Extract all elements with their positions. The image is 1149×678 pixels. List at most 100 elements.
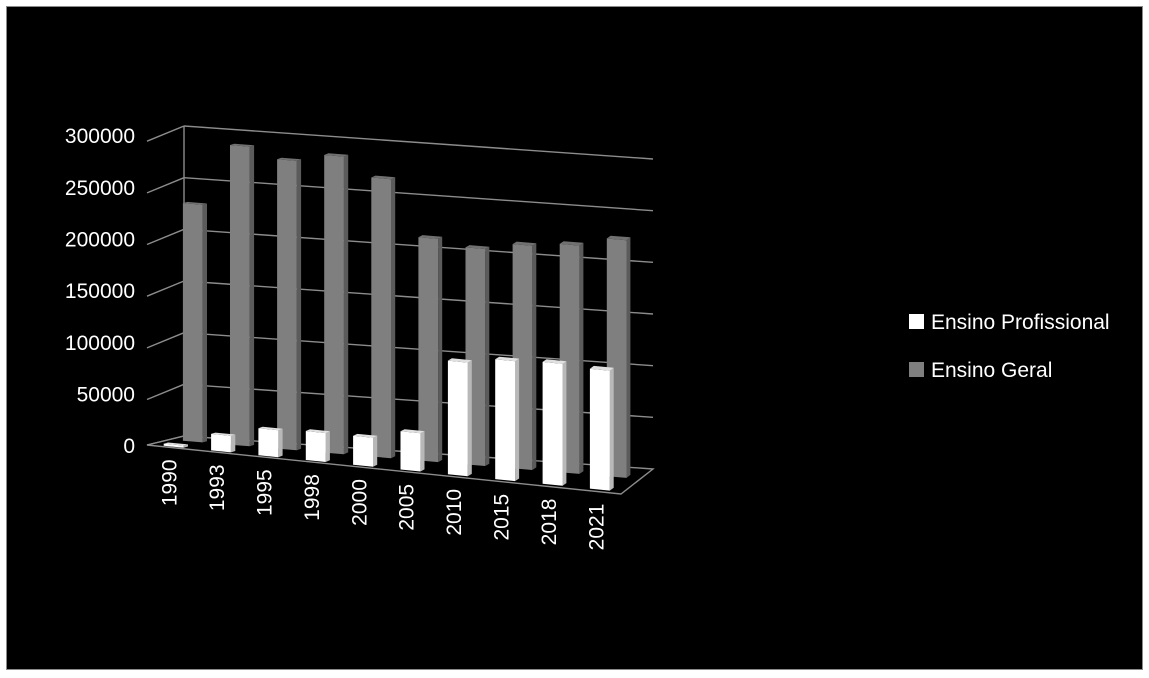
x-tick-label: 1998: [301, 474, 324, 521]
gridline-side: [146, 125, 185, 142]
bar-top-face: [418, 235, 443, 239]
bar-front-face: [447, 360, 468, 477]
bar-top-face: [512, 241, 537, 246]
bar-side-face: [562, 361, 567, 486]
bar-ensino-geral-2005: [418, 235, 443, 463]
bar-front-face: [258, 428, 279, 458]
bar-ensino-profissional-2015: [495, 356, 520, 482]
bar-top-face: [371, 175, 396, 180]
bar-ensino-profissional-2018: [542, 359, 567, 486]
bar-side-face: [202, 203, 207, 443]
gridline: [183, 125, 654, 160]
bar-front-face: [542, 361, 563, 486]
bar-top-face: [182, 201, 207, 205]
gridline-side: [146, 383, 185, 401]
bar-side-face: [296, 159, 302, 451]
bar-side-face: [183, 444, 188, 448]
gridline-side: [146, 177, 185, 194]
legend-swatch-ensino-geral: [909, 362, 924, 377]
x-tick-label: 2015: [491, 494, 514, 541]
x-tick-label: 2005: [396, 484, 419, 531]
y-tick-label: 250000: [65, 177, 135, 200]
legend-label-ensino-geral: Ensino Geral: [931, 359, 1052, 382]
bar-side-face: [325, 431, 330, 462]
bar-ensino-profissional-2021: [589, 365, 614, 491]
bar-side-face: [438, 236, 443, 463]
side-wall-edge: [146, 435, 185, 446]
bar-side-face: [343, 154, 349, 455]
bar-side-face: [515, 358, 520, 482]
gridline: [183, 176, 654, 212]
bar-front-face: [418, 237, 439, 463]
bar-front-face: [495, 359, 516, 482]
bar-ensino-geral-1990: [182, 201, 207, 443]
bar-ensino-profissional-1990: [163, 442, 188, 448]
x-tick-label: 2000: [348, 479, 371, 526]
bar-front-face: [211, 433, 231, 453]
bar-side-face: [532, 243, 537, 470]
bar-front-face: [400, 431, 421, 472]
bar-top-face: [465, 245, 490, 249]
y-tick-label: 150000: [65, 280, 135, 303]
bar-top-face: [230, 143, 255, 147]
bar-side-face: [391, 177, 396, 459]
bar-side-face: [420, 431, 425, 472]
bar-ensino-geral-2000: [371, 175, 396, 459]
x-tick-label: 2018: [538, 499, 561, 546]
bar-top-face: [447, 358, 472, 363]
bars: [163, 143, 631, 491]
gridline-side: [146, 228, 185, 246]
x-tick-label: 1995: [254, 469, 277, 516]
bar-side-face: [249, 145, 255, 447]
bar-ensino-geral-1998: [324, 153, 349, 455]
x-tick-label: 2010: [443, 489, 466, 536]
bar-top-face: [324, 153, 349, 157]
bar-side-face: [579, 242, 584, 474]
bar-top-face: [400, 429, 425, 434]
bar-ensino-geral-1993: [230, 143, 255, 447]
bar-side-face: [230, 434, 236, 453]
bar-front-face: [277, 159, 297, 451]
bar-front-face: [163, 443, 184, 448]
bar-top-face: [163, 442, 188, 446]
bar-side-face: [373, 435, 378, 467]
bar-side-face: [467, 360, 472, 477]
gridline-side: [146, 280, 185, 297]
bar-front-face: [324, 155, 344, 455]
legend-swatch-ensino-profissional: [909, 314, 924, 329]
bar-top-face: [305, 429, 330, 434]
y-tick-label: 100000: [65, 332, 135, 355]
legend: Ensino Profissional Ensino Geral: [909, 311, 1110, 382]
bar-top-face: [542, 359, 567, 364]
x-tick-label: 1990: [159, 459, 182, 506]
bar-top-face: [589, 365, 614, 371]
bar-ensino-profissional-1993: [211, 432, 236, 453]
x-axis-tick-labels: 1990 1993 1995 1998 2000 2005 2010 2015 2018 2021: [159, 459, 609, 550]
legend-label-ensino-profissional: Ensino Profissional: [931, 311, 1110, 334]
bar-top-face: [559, 241, 584, 246]
bar-top-face: [606, 235, 631, 241]
bar-ensino-profissional-1995: [258, 426, 283, 458]
bar-side-face: [278, 428, 283, 458]
bar-front-face: [353, 435, 373, 467]
bar-chart-3d: 0 50000 100000 150000 200000 250000 300000 199…: [65, 125, 1110, 550]
y-tick-label: 200000: [65, 229, 135, 252]
bar-ensino-profissional-1998: [305, 429, 330, 462]
bar-top-face: [258, 426, 283, 431]
bar-ensino-profissional-2005: [400, 429, 425, 472]
gridline-side: [146, 332, 185, 349]
y-tick-label: 300000: [65, 125, 135, 148]
bar-side-face: [485, 246, 490, 466]
x-tick-label: 1993: [206, 464, 229, 511]
y-tick-label: 0: [123, 435, 135, 458]
bar-front-face: [589, 368, 610, 491]
bar-side-face: [626, 237, 631, 478]
bar-side-face: [609, 367, 614, 491]
chart-frame: 0 50000 100000 150000 200000 250000 300000 199…: [6, 6, 1143, 670]
bar-front-face: [230, 145, 250, 447]
bar-front-face: [305, 431, 326, 462]
bar-ensino-profissional-2010: [447, 358, 472, 477]
bar-top-face: [211, 432, 236, 436]
bar-ensino-geral-1995: [277, 157, 302, 451]
bar-top-face: [353, 433, 378, 438]
